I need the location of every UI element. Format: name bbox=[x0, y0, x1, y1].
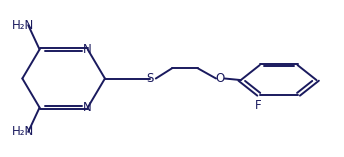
Text: O: O bbox=[216, 72, 225, 85]
Text: H₂N: H₂N bbox=[12, 19, 34, 32]
Text: N: N bbox=[83, 101, 92, 114]
Text: H₂N: H₂N bbox=[12, 125, 34, 138]
Text: F: F bbox=[255, 99, 261, 112]
Text: N: N bbox=[83, 43, 92, 56]
Text: S: S bbox=[146, 72, 153, 85]
